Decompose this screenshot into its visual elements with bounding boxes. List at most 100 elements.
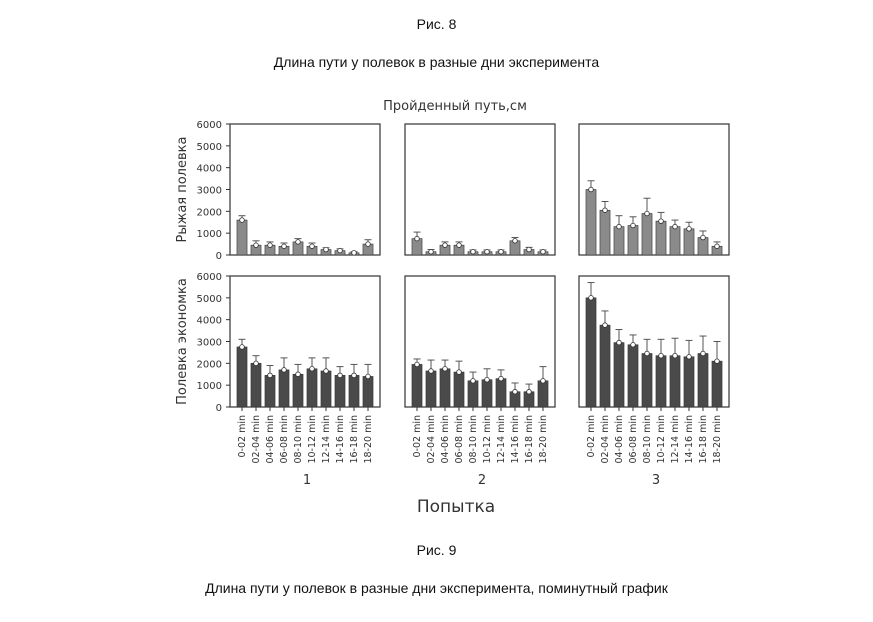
bar (411, 364, 423, 408)
bar (467, 380, 479, 408)
mean-marker (602, 322, 608, 328)
bar (425, 370, 437, 408)
bar (669, 355, 681, 408)
x-tick-label: 0-02 min (586, 415, 597, 458)
mean-marker (414, 235, 420, 242)
panel-frame (229, 123, 381, 256)
bar (320, 370, 332, 408)
x-tick-label: 06-08 min (454, 415, 465, 464)
y-tick-label: 5000 (197, 294, 222, 305)
row-label: Полевка экономка (175, 278, 190, 405)
bar (481, 379, 493, 408)
mean-marker (588, 295, 594, 301)
mean-marker (267, 242, 273, 248)
y-tick-label: 2000 (197, 207, 222, 218)
mean-marker (526, 246, 532, 253)
y-tick-label: 3000 (197, 186, 222, 197)
y-tick-label: 3000 (197, 338, 222, 349)
bar (495, 378, 507, 408)
panel-frame (404, 123, 556, 256)
y-tick-label: 6000 (197, 272, 222, 283)
bar (655, 355, 667, 408)
x-tick-label: 02-04 min (251, 415, 262, 464)
bar (250, 363, 262, 408)
bar (537, 380, 549, 408)
mean-marker (365, 241, 371, 247)
mean-marker (714, 358, 720, 364)
mean-marker (630, 342, 636, 348)
mean-marker (428, 368, 434, 374)
bar (641, 213, 653, 256)
mean-marker (351, 250, 357, 256)
mean-marker (588, 186, 594, 193)
x-tick-label: 08-10 min (642, 415, 653, 464)
bar (334, 375, 346, 408)
y-tick-label: 0 (216, 251, 222, 262)
mean-marker (686, 226, 692, 232)
mean-marker (714, 243, 720, 249)
mean-marker (239, 344, 245, 350)
chart-title: Пройденный путь,см (383, 99, 527, 114)
x-tick-label: 14-16 min (684, 415, 695, 464)
mean-marker (658, 352, 664, 359)
mean-marker (365, 373, 371, 380)
bar (683, 356, 695, 408)
mean-marker (498, 249, 504, 255)
x-tick-label: 12-14 min (496, 415, 507, 464)
bar (585, 189, 597, 256)
mean-marker (540, 378, 546, 384)
x-tick-label: 12-14 min (670, 415, 681, 464)
mean-marker (337, 247, 343, 254)
bar (627, 225, 639, 256)
y-tick-label: 2000 (197, 359, 222, 370)
bar (613, 226, 625, 256)
row-label: Рыжая полевка (175, 137, 190, 243)
mean-marker (414, 361, 420, 368)
mean-marker (309, 366, 315, 372)
bar (641, 353, 653, 408)
mean-marker (337, 372, 343, 379)
mean-marker (309, 243, 315, 249)
bar (711, 360, 723, 408)
bar (292, 373, 304, 408)
mean-marker (484, 377, 490, 383)
mean-marker (498, 375, 504, 382)
mean-marker (428, 249, 434, 255)
x-tick-label: 14-16 min (510, 415, 521, 464)
y-tick-label: 6000 (197, 120, 222, 131)
bar (655, 220, 667, 256)
mean-marker (512, 238, 518, 244)
mean-marker (512, 389, 518, 395)
mean-marker (658, 218, 664, 224)
bar (453, 371, 465, 408)
x-tick-label: 08-10 min (293, 415, 304, 464)
mean-marker (672, 352, 678, 359)
bar (683, 228, 695, 256)
x-tick-label: 08-10 min (468, 415, 479, 464)
mean-marker (281, 367, 287, 373)
x-tick-label: 02-04 min (600, 415, 611, 464)
bar (439, 368, 451, 408)
bar (599, 324, 611, 408)
mean-marker (267, 372, 273, 379)
panel-grid: 0 1000 2000 3000 4000 5000 6000 Рыжая полевка 0 1… (175, 120, 730, 488)
x-tick-label: 18-20 min (538, 415, 549, 464)
mean-marker (644, 210, 650, 217)
x-tick-label: 0-02 min (412, 415, 423, 458)
x-tick-label: 14-16 min (335, 415, 346, 464)
mean-marker (630, 222, 636, 229)
y-tick-label: 1000 (197, 381, 222, 392)
x-tick-label: 02-04 min (426, 415, 437, 464)
mean-marker (351, 372, 357, 379)
bar (613, 342, 625, 408)
mean-marker (484, 249, 490, 255)
bar (236, 219, 248, 256)
mean-marker (456, 369, 462, 375)
mean-marker (470, 378, 476, 384)
mean-marker (540, 249, 546, 255)
mean-marker (700, 234, 706, 241)
panel-frame (404, 275, 556, 408)
mean-marker (253, 242, 259, 248)
x-tick-label: 10-12 min (482, 415, 493, 464)
